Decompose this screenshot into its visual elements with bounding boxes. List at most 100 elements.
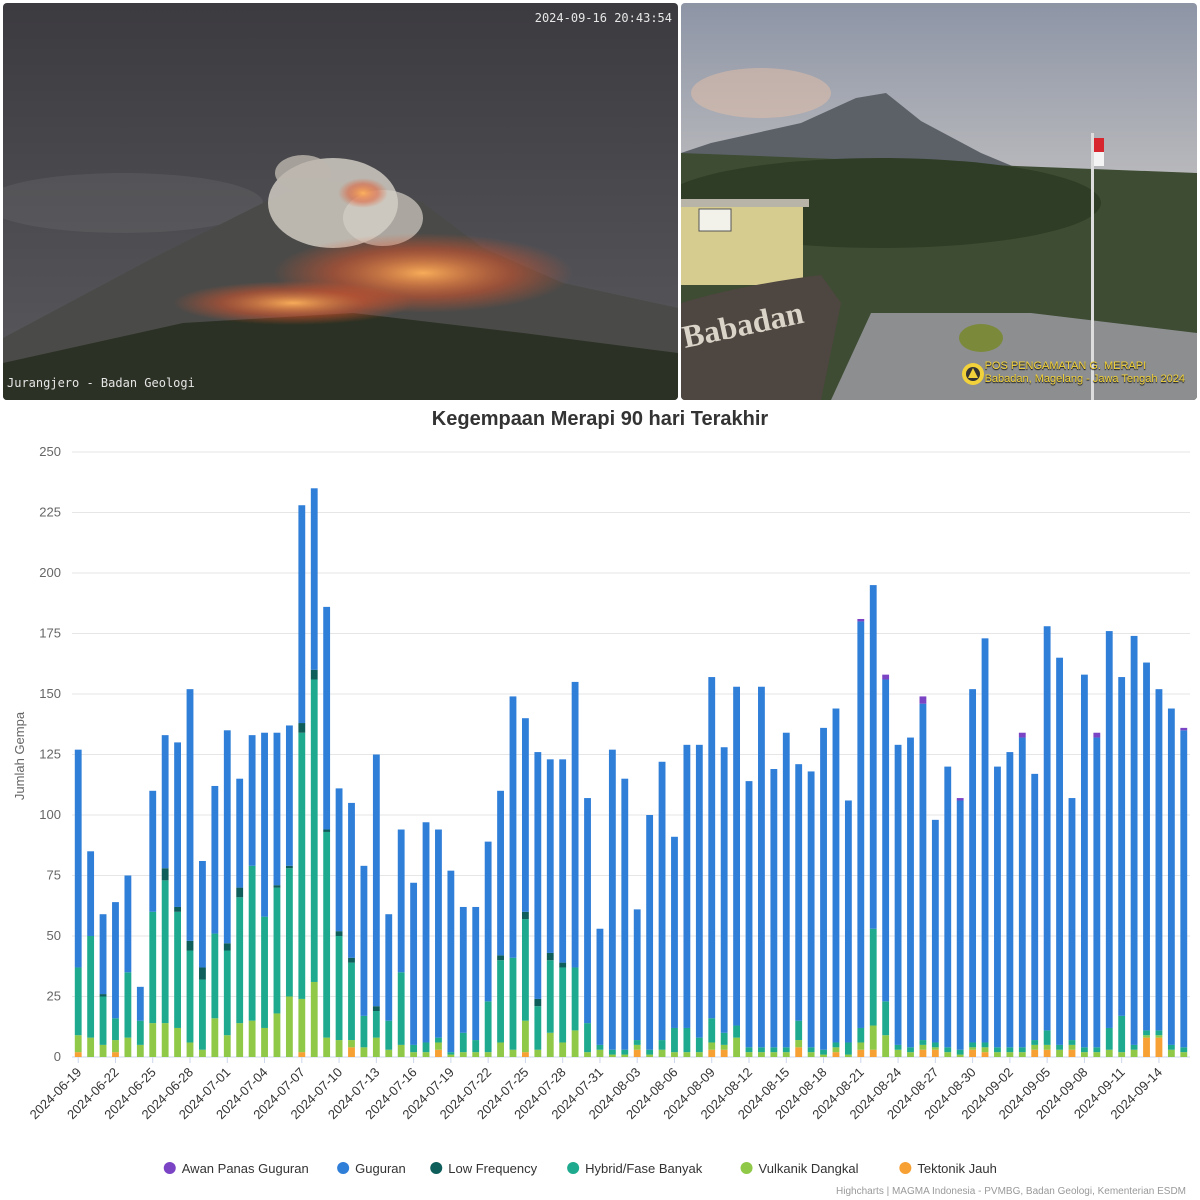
bar-segment (1043, 1049, 1051, 1057)
bar-segment (907, 737, 914, 1048)
bar-segment (435, 829, 442, 1038)
bar-segment (1155, 689, 1163, 1031)
bar-segment (708, 1049, 716, 1057)
bar-segment (969, 689, 977, 1043)
bar-segment (472, 1040, 480, 1053)
bar-segment (795, 1040, 803, 1048)
bar-segment (124, 972, 132, 1038)
station-location: Babadan, Magelang - Jawa Tengah 2024 (984, 373, 1185, 385)
bar-segment (1068, 1040, 1076, 1045)
bar-segment (1155, 1037, 1163, 1057)
bar-segment (708, 1042, 716, 1050)
bar-segment (869, 1025, 877, 1050)
bar-segment (323, 831, 331, 1038)
bar-segment (733, 1025, 740, 1038)
legend-item[interactable]: Tektonik Jauh (899, 1161, 997, 1176)
bar-segment (298, 1052, 306, 1057)
bar-segment (1143, 1037, 1150, 1057)
bar-segment (1093, 1047, 1101, 1053)
bar-segment (1155, 1035, 1163, 1038)
bar-segment (211, 933, 219, 1019)
bar-segment (869, 1049, 877, 1057)
bar-segment (969, 1049, 977, 1057)
bar-segment (273, 732, 281, 886)
bar-segment (236, 887, 244, 898)
bar-segment (1043, 1044, 1051, 1050)
legend-item[interactable]: Guguran (337, 1161, 406, 1176)
camera-timestamp: 2024-09-16 20:43:54 (534, 11, 672, 25)
bar-segment (459, 1032, 467, 1053)
bar-segment (385, 914, 393, 1021)
bar-segment (372, 1011, 380, 1038)
legend-item[interactable]: Awan Panas Guguran (163, 1161, 309, 1176)
legend-marker (567, 1162, 580, 1174)
bar-segment (112, 902, 119, 1019)
legend-marker (740, 1162, 753, 1174)
bar-segment (546, 952, 554, 961)
bar-segment (372, 1037, 380, 1057)
bar-segment (931, 1049, 939, 1057)
bar-segment (720, 1049, 728, 1057)
bar-segment (981, 638, 989, 1043)
bar-segment (348, 962, 355, 1041)
bar-segment (199, 979, 206, 1050)
bar-segment (857, 1049, 865, 1057)
bar-segment (521, 1020, 529, 1053)
bar-segment (285, 725, 293, 866)
bar-segment (521, 919, 529, 1021)
bar-segment (758, 1052, 765, 1057)
legend-item[interactable]: Hybrid/Fase Banyak (567, 1161, 703, 1176)
bar-segment (981, 1047, 989, 1053)
bar-segment (348, 957, 355, 963)
y-axis: 0 25 50 75 100 125 150 175 200 225 250 (39, 444, 61, 1064)
bar-segment (919, 1049, 927, 1057)
bar-segment (621, 778, 629, 1050)
bar-segment (795, 1020, 803, 1041)
bar-segment (136, 1044, 144, 1057)
bar-stacks (74, 488, 1188, 1057)
bar-segment (124, 875, 132, 973)
bar-segment (199, 860, 206, 968)
bar-segment (745, 781, 753, 1048)
bar-segment (807, 771, 815, 1048)
bar-segment (894, 1044, 902, 1050)
bar-segment (894, 744, 902, 1045)
bar-segment (571, 681, 579, 968)
legend-item[interactable]: Vulkanik Dangkal (740, 1161, 859, 1176)
bar-segment (745, 1047, 753, 1053)
bar-segment (559, 967, 567, 1043)
bar-segment (447, 1052, 455, 1055)
bar-segment (671, 1052, 678, 1057)
bar-segment (1180, 1047, 1188, 1053)
bar-segment (223, 730, 231, 944)
legend-item[interactable]: Low Frequency (430, 1161, 538, 1176)
bar-segment (397, 972, 405, 1045)
bar-segment (1167, 708, 1175, 1045)
bar-segment (733, 686, 740, 1026)
bar-segment (298, 505, 306, 724)
bar-segment (832, 708, 840, 1043)
bar-segment (658, 1040, 666, 1050)
legend-label: Guguran (355, 1161, 406, 1176)
bar-segment (1018, 1052, 1026, 1057)
bar-segment (199, 967, 206, 980)
bar-segment (509, 696, 517, 958)
bar-segment (248, 1020, 256, 1057)
bar-segment (410, 882, 418, 1045)
bar-segment (112, 1040, 119, 1053)
bar-segment (323, 1037, 331, 1057)
bar-segment (844, 1042, 852, 1055)
y-tick-label: 25 (47, 989, 61, 1004)
legend-marker (430, 1162, 443, 1174)
bar-segment (782, 1047, 790, 1053)
bar-segment (397, 1044, 405, 1057)
bar-segment (584, 1052, 591, 1057)
legend-label: Low Frequency (448, 1161, 537, 1176)
bar-segment (435, 1042, 442, 1050)
bar-segment (869, 928, 877, 1026)
bar-segment (509, 1049, 517, 1057)
bar-segment (994, 1052, 1001, 1057)
bar-segment (1031, 773, 1039, 1041)
bar-segment (621, 1049, 629, 1055)
bar-segment (671, 836, 678, 1028)
